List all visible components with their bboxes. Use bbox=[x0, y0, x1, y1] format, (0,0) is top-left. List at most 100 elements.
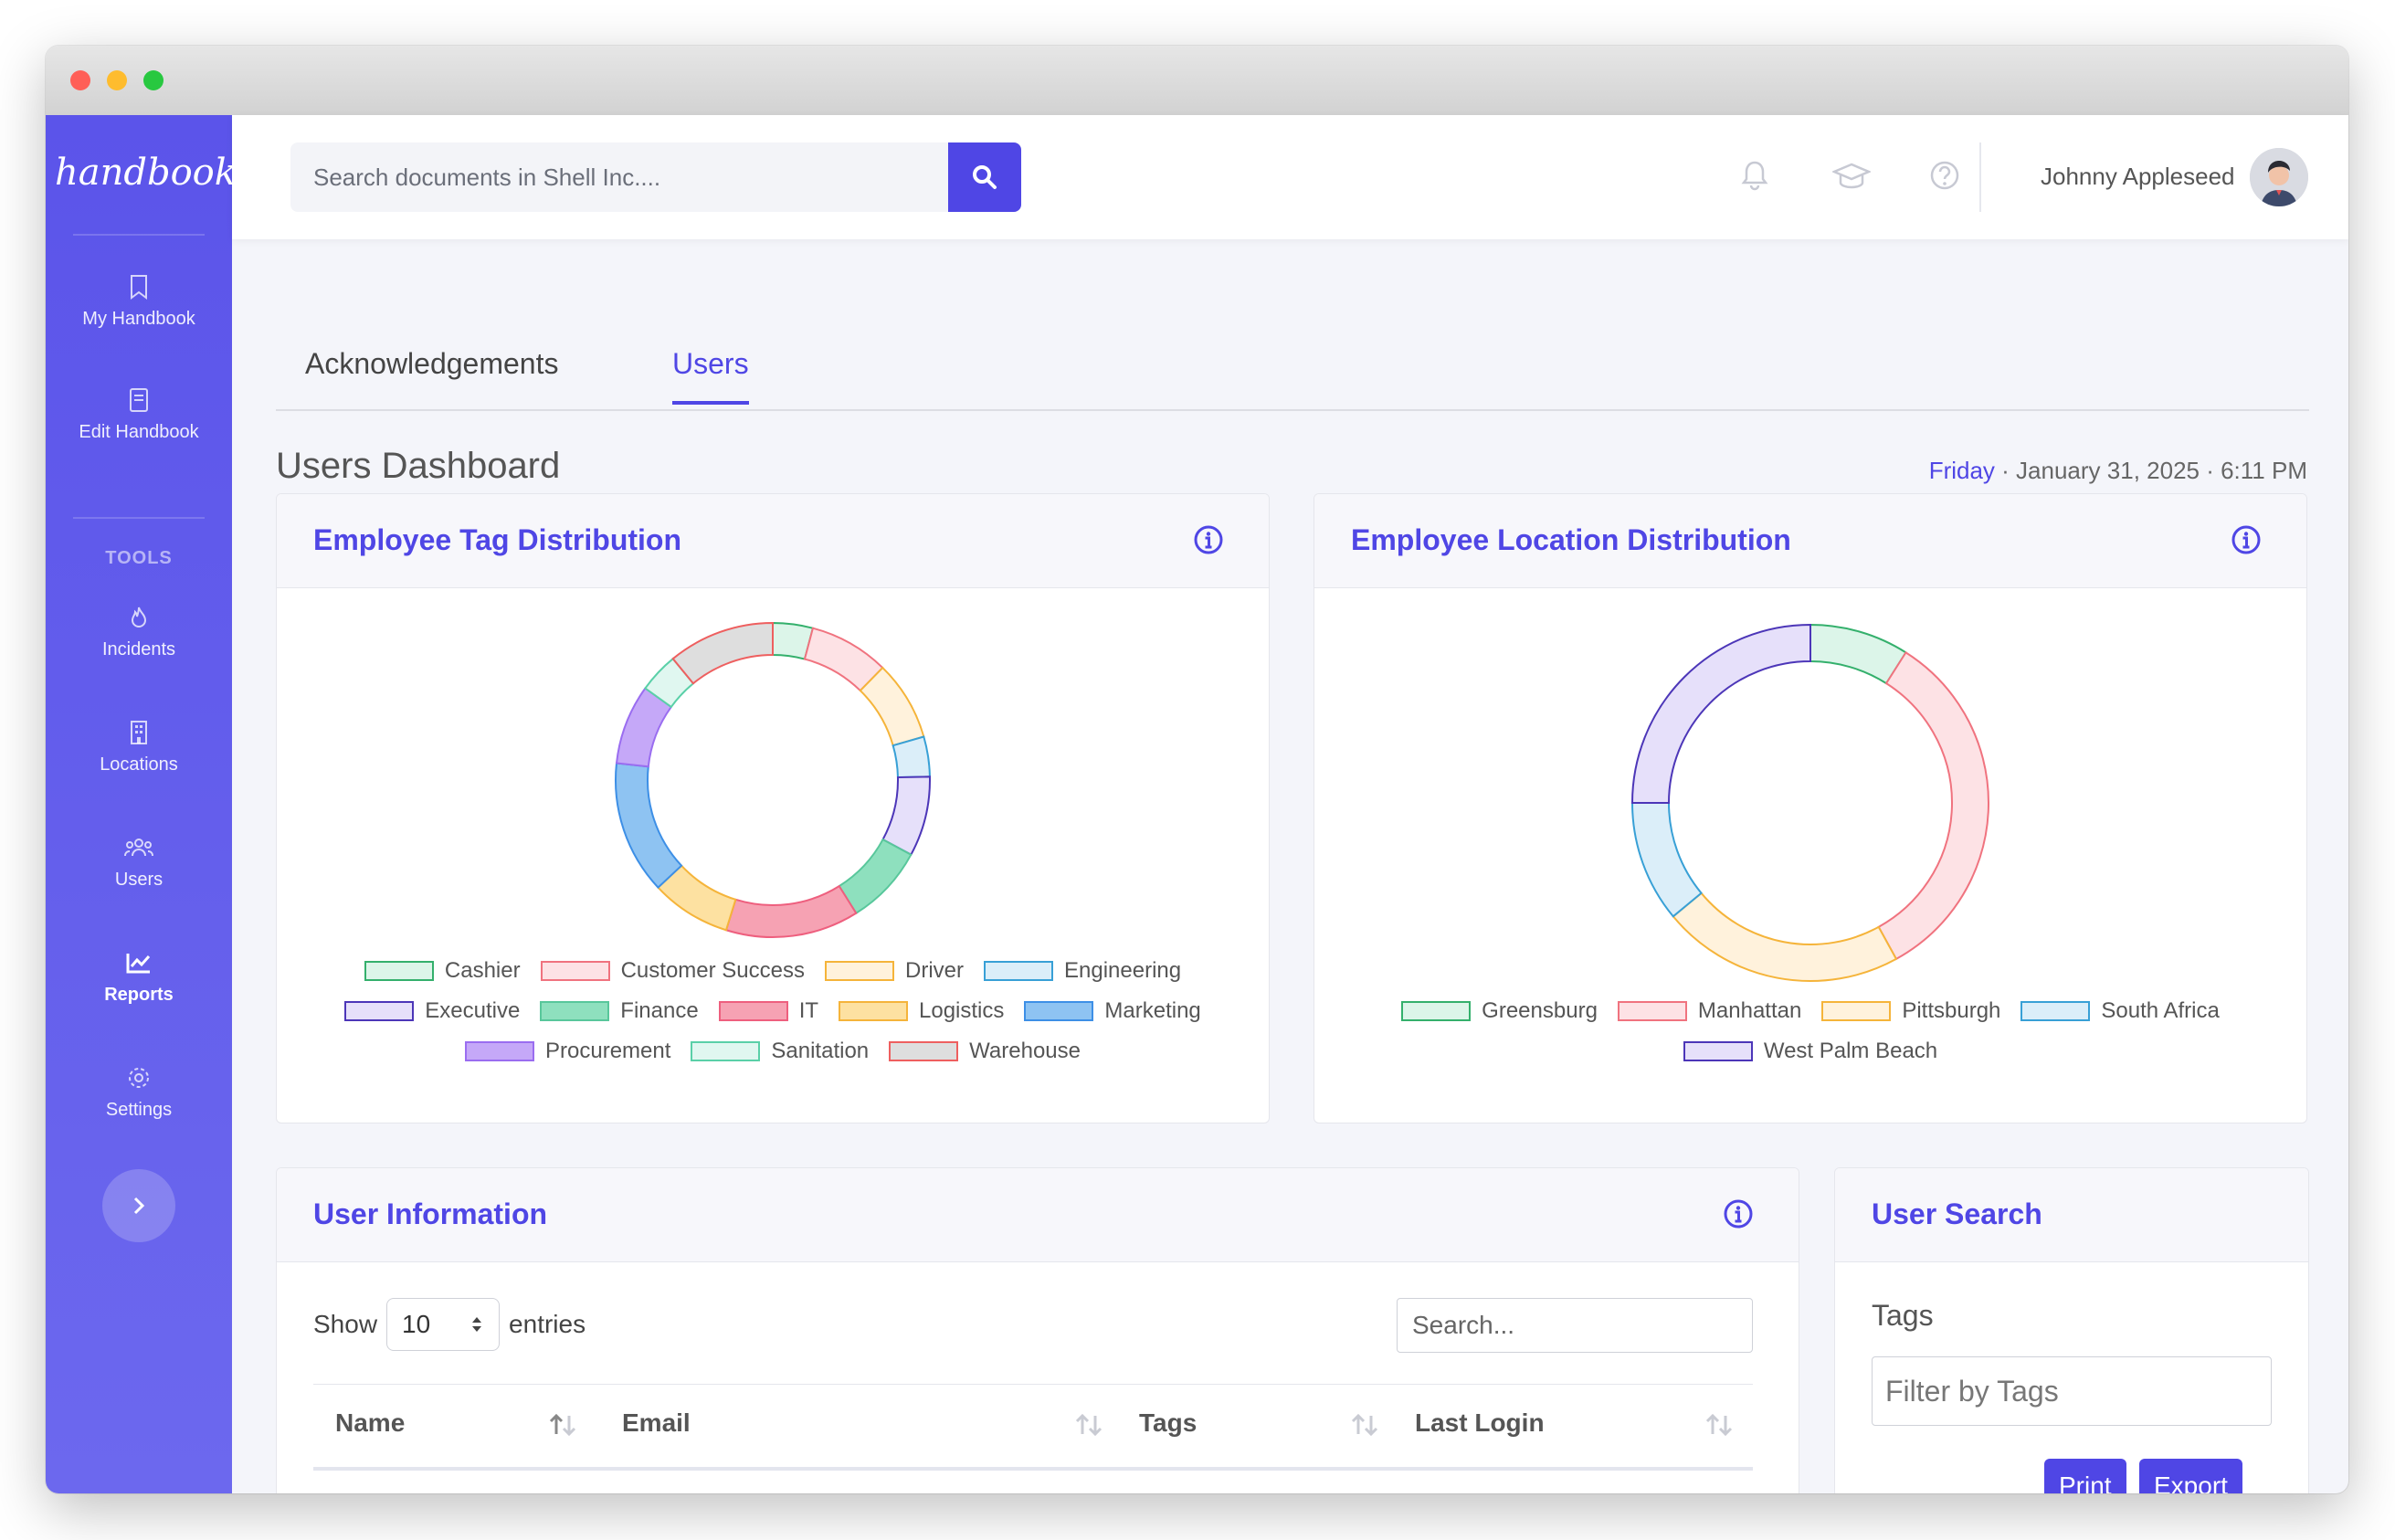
legend-swatch bbox=[344, 1001, 415, 1021]
legend-label: Greensburg bbox=[1482, 998, 1598, 1023]
legend-swatch bbox=[465, 1041, 534, 1061]
bell-icon[interactable] bbox=[1739, 159, 1770, 192]
chevron-right-icon bbox=[133, 1197, 145, 1215]
legend-swatch bbox=[825, 961, 894, 981]
legend-label: IT bbox=[798, 998, 819, 1023]
sidebar-item-locations[interactable]: Locations bbox=[46, 720, 232, 775]
sidebar-item-label: Locations bbox=[100, 754, 178, 775]
legend-item[interactable]: Pittsburgh bbox=[1821, 991, 2000, 1031]
minimize-window-button[interactable] bbox=[107, 70, 127, 90]
legend-item[interactable]: West Palm Beach bbox=[1683, 1031, 1937, 1071]
search-input[interactable] bbox=[290, 142, 948, 212]
sidebar-item-users[interactable]: Users bbox=[46, 835, 232, 891]
info-icon[interactable] bbox=[2231, 524, 2262, 555]
legend-item[interactable]: Customer Success bbox=[540, 951, 805, 991]
sidebar-item-edit-handbook[interactable]: Edit Handbook bbox=[46, 387, 232, 443]
info-icon[interactable] bbox=[1723, 1198, 1754, 1229]
sort-icon[interactable] bbox=[1704, 1412, 1735, 1438]
card-title: User Search bbox=[1872, 1197, 2042, 1230]
legend-item[interactable]: Procurement bbox=[465, 1031, 670, 1071]
legend-item[interactable]: Finance bbox=[540, 991, 699, 1031]
tab-acknowledgements[interactable]: Acknowledgements bbox=[305, 347, 559, 380]
column-header-name[interactable]: Name bbox=[335, 1408, 406, 1437]
legend-item[interactable]: Driver bbox=[825, 951, 964, 991]
flame-icon bbox=[131, 607, 147, 628]
legend-item[interactable]: Greensburg bbox=[1401, 991, 1598, 1031]
legend-label: Cashier bbox=[444, 958, 521, 983]
legend-item[interactable]: Marketing bbox=[1024, 991, 1201, 1031]
legend-item[interactable]: Sanitation bbox=[691, 1031, 869, 1071]
sort-icon[interactable] bbox=[1073, 1412, 1104, 1438]
donut-segment-marketing[interactable] bbox=[615, 762, 683, 890]
donut-segment-it[interactable] bbox=[724, 884, 858, 938]
legend-row: West Palm Beach bbox=[1314, 1031, 2306, 1071]
sidebar-item-reports[interactable]: Reports bbox=[46, 950, 232, 1006]
user-name[interactable]: Johnny Appleseed bbox=[2041, 163, 2235, 190]
search-button[interactable] bbox=[948, 142, 1021, 212]
legend-swatch bbox=[839, 1001, 909, 1021]
donut-segment-warehouse[interactable] bbox=[671, 621, 774, 685]
sidebar-item-my-handbook[interactable]: My Handbook bbox=[46, 274, 232, 330]
sidebar-item-settings[interactable]: Settings bbox=[46, 1065, 232, 1121]
legend-row: Executive Finance IT Logistics Marketing bbox=[277, 991, 1269, 1031]
sort-icon[interactable] bbox=[1349, 1412, 1380, 1438]
sidebar-divider bbox=[73, 234, 205, 236]
column-header-tags[interactable]: Tags bbox=[1139, 1408, 1198, 1437]
window-titlebar bbox=[46, 46, 2348, 116]
legend-swatch bbox=[1617, 1001, 1687, 1021]
tab-users[interactable]: Users bbox=[672, 347, 749, 405]
card-title: Employee Location Distribution bbox=[1351, 523, 1791, 556]
global-search bbox=[290, 142, 1021, 212]
legend-item[interactable]: Logistics bbox=[839, 991, 1004, 1031]
legend-swatch bbox=[718, 1001, 788, 1021]
legend-label: Manhattan bbox=[1697, 998, 1802, 1023]
legend-item[interactable]: Executive bbox=[344, 991, 520, 1031]
tab-bar: Acknowledgements Users bbox=[276, 239, 2309, 411]
export-button[interactable]: Export bbox=[2139, 1459, 2242, 1493]
column-header-email[interactable]: Email bbox=[622, 1408, 691, 1437]
print-button[interactable]: Print bbox=[2044, 1459, 2126, 1493]
donut-segment-west-palm-beach[interactable] bbox=[1630, 623, 1811, 804]
tags-filter-input[interactable] bbox=[1872, 1356, 2272, 1426]
legend-label: Pittsburgh bbox=[1902, 998, 2001, 1023]
donut-segment-pittsburgh[interactable] bbox=[1672, 891, 1898, 982]
avatar[interactable] bbox=[2250, 148, 2308, 206]
sidebar-item-label: My Handbook bbox=[82, 309, 195, 329]
legend-item[interactable]: South Africa bbox=[2020, 991, 2220, 1031]
users-icon bbox=[124, 839, 153, 857]
legend-swatch bbox=[1821, 1001, 1892, 1021]
location-donut-chart bbox=[1630, 623, 1989, 982]
donut-segment-manhattan[interactable] bbox=[1877, 650, 1989, 961]
bookmark-icon bbox=[131, 275, 147, 300]
sidebar-item-label: Users bbox=[114, 870, 164, 890]
help-circle-icon[interactable] bbox=[1928, 159, 1961, 192]
app-logo[interactable]: handbook bbox=[55, 152, 237, 194]
maximize-window-button[interactable] bbox=[143, 70, 164, 90]
entries-value: 10 bbox=[402, 1310, 431, 1338]
sidebar-expand-button[interactable] bbox=[102, 1169, 175, 1242]
table-search-input[interactable] bbox=[1397, 1298, 1753, 1353]
legend-item[interactable]: Engineering bbox=[984, 951, 1181, 991]
book-icon bbox=[130, 388, 148, 412]
card-header: Employee Tag Distribution bbox=[277, 494, 1269, 588]
tag-distribution-card: Employee Tag Distribution Cashier Custome… bbox=[276, 493, 1270, 1123]
sidebar-item-incidents[interactable]: Incidents bbox=[46, 605, 232, 660]
legend-item[interactable]: Warehouse bbox=[889, 1031, 1081, 1071]
legend-item[interactable]: IT bbox=[718, 991, 819, 1031]
top-bar: Johnny Appleseed bbox=[232, 115, 2348, 239]
graduation-cap-icon[interactable] bbox=[1832, 159, 1871, 192]
info-icon[interactable] bbox=[1193, 524, 1224, 555]
column-header-last-login[interactable]: Last Login bbox=[1415, 1408, 1545, 1437]
card-header: Employee Location Distribution bbox=[1314, 494, 2306, 588]
donut-segment-south-africa[interactable] bbox=[1630, 802, 1703, 918]
legend-item[interactable]: Cashier bbox=[364, 951, 521, 991]
legend-row: Greensburg Manhattan Pittsburgh South Afric… bbox=[1314, 991, 2306, 1031]
user-avatar-icon bbox=[2250, 148, 2308, 206]
legend-swatch bbox=[364, 961, 434, 981]
updown-icon bbox=[472, 1317, 482, 1332]
legend-item[interactable]: Manhattan bbox=[1617, 991, 1802, 1031]
current-date: · January 31, 2025 · 6:11 PM bbox=[2001, 457, 2307, 484]
close-window-button[interactable] bbox=[70, 70, 90, 90]
sort-icon[interactable] bbox=[547, 1412, 578, 1438]
entries-select[interactable]: 10 bbox=[386, 1298, 501, 1351]
